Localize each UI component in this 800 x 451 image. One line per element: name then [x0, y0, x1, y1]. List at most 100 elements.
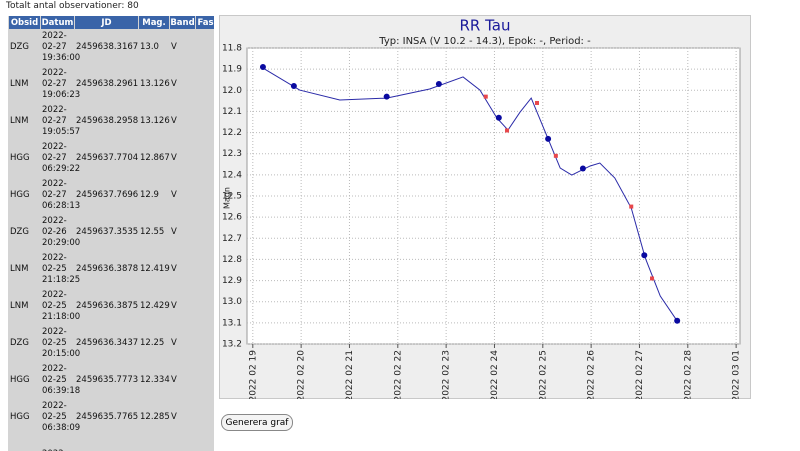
y-tick-label: 11.9: [222, 65, 242, 75]
obsid-cell: HGG: [10, 375, 30, 385]
x-tick-label: 2022 02 20: [297, 350, 307, 399]
mag-cell: 12.334: [140, 375, 170, 385]
y-axis-label: Magn: [223, 187, 232, 209]
datum-cell: 2022- 02-27 19:05:57: [41, 103, 81, 140]
jd-cell: 2459637.7696: [76, 190, 139, 200]
mag-cell: 12.9: [140, 190, 159, 200]
datum-line: 21:18:00: [42, 312, 81, 322]
column-header: Band: [170, 16, 195, 29]
fas-cell: [196, 214, 214, 251]
jd-cell: 2459636.3875: [76, 301, 139, 311]
band-cell: V: [171, 79, 177, 89]
obsid-cell: LNM: [10, 301, 29, 311]
jd-cell: 2459636.3878: [76, 264, 139, 274]
table-row: 2022-: [9, 436, 214, 451]
datum-line: 19:36:00: [42, 53, 81, 63]
obsid-cell: LNM: [10, 264, 29, 274]
obsid-cell: [9, 436, 40, 451]
datum-line: 02-25: [42, 264, 67, 274]
datum-line: 02-27: [42, 42, 67, 52]
fas-cell: [196, 140, 214, 177]
table-row: DZG 2022- 02-26 20:29:00 2459637.3535 12.55 V: [9, 214, 214, 251]
x-tick-label: 2022 03 01: [732, 350, 742, 399]
fas-cell: [196, 29, 214, 66]
observation-point: [579, 165, 586, 172]
datum-line: 02-25: [42, 338, 67, 348]
observation-point: [435, 80, 442, 87]
observation-point: [259, 64, 266, 71]
obsid-cell: DZG: [10, 227, 29, 237]
datum-line: 06:38:09: [42, 423, 81, 433]
datum-line: 06:28:13: [42, 201, 81, 211]
x-tick-label: 2022 02 19: [248, 350, 258, 399]
generate-graph-button[interactable]: Generera graf: [221, 414, 293, 431]
fas-cell: [196, 399, 214, 436]
jd-cell: 2459637.3535: [76, 227, 139, 237]
jd-cell: 2459638.3167: [76, 42, 139, 52]
table-row: HGG 2022- 02-27 06:28:13 2459637.7696 12.9 V: [9, 177, 214, 214]
y-tick-label: 12.5: [222, 192, 242, 202]
chart-title: RR Tau: [460, 17, 511, 35]
datum-line: 2022-: [42, 401, 67, 411]
datum-cell: 2022- 02-25 06:39:18: [41, 362, 81, 399]
fas-cell: [196, 251, 214, 288]
mag-cell: 13.126: [140, 79, 170, 89]
obsid-cell: HGG: [10, 412, 30, 422]
datum-line: 2022-: [42, 68, 67, 78]
datum-cell: 2022-: [41, 436, 74, 451]
observation-point: [545, 135, 552, 142]
fas-cell: [196, 66, 214, 103]
observation-table: Obsid Datum JD Mag. Band Fas DZG 2022- 02-27 19:…: [8, 16, 214, 451]
datum-cell: 2022- 02-26 20:29:00: [41, 214, 81, 251]
mag-cell: 12.419: [140, 264, 170, 274]
mag-cell: 12.55: [140, 227, 165, 237]
x-tick-label: 2022 02 28: [683, 350, 693, 399]
y-tick-label: 12.3: [222, 149, 242, 159]
mag-cell: 12.867: [140, 153, 170, 163]
datum-line: 2022-: [42, 179, 67, 189]
datum-line: 19:05:57: [42, 127, 81, 137]
observation-point: [383, 93, 390, 100]
table-row: DZG 2022- 02-25 20:15:00 2459636.3437 12.25 V: [9, 325, 214, 362]
mag-cell: 12.25: [140, 338, 165, 348]
datum-line: 06:39:18: [42, 386, 81, 396]
chart-subtitle: Typ: INSA (V 10.2 - 14.3), Epok: -, Peri…: [378, 36, 591, 47]
datum-line: 20:15:00: [42, 349, 81, 359]
x-tick-label: 2022 02 21: [345, 350, 355, 399]
fas-cell: [196, 288, 214, 325]
chart: RR Tau Typ: INSA (V 10.2 - 14.3), Epok: …: [219, 15, 751, 399]
jd-cell: 2459638.2958: [76, 116, 139, 126]
band-cell: V: [171, 301, 177, 311]
datum-cell: 2022- 02-27 19:06:23: [41, 66, 80, 103]
datum-line: 2022-: [42, 364, 67, 374]
x-tick-label: 2022 02 26: [587, 350, 597, 399]
x-tick-label: 2022 02 24: [490, 350, 500, 399]
datum-line: 20:29:00: [42, 238, 81, 248]
obsid-cell: HGG: [10, 153, 30, 163]
datum-line: 2022-: [42, 290, 67, 300]
datum-line: 2022-: [42, 327, 67, 337]
band-cell: V: [171, 42, 177, 52]
column-header: JD: [75, 16, 138, 29]
band-cell: V: [171, 412, 177, 422]
x-tick-label: 2022 02 27: [635, 350, 645, 399]
datum-cell: 2022- 02-27 06:28:13: [41, 177, 81, 214]
band-cell: V: [171, 227, 177, 237]
column-header: Obsid: [9, 16, 40, 29]
obsid-cell: LNM: [10, 79, 29, 89]
y-tick-label: 13.2: [222, 340, 242, 350]
y-tick-label: 13.0: [222, 297, 242, 307]
datum-line: 02-27: [42, 116, 67, 126]
mag-cell: [139, 436, 169, 451]
observation-point: [495, 114, 502, 121]
datum-line: 02-26: [42, 227, 67, 237]
datum-line: 2022-: [42, 142, 67, 152]
datum-line: 2022-: [42, 216, 67, 226]
fas-cell: [196, 177, 214, 214]
table-row: HGG 2022- 02-27 06:29:22 2459637.7704 12.867 V: [9, 140, 214, 177]
datum-cell: 2022- 02-27 06:29:22: [41, 140, 80, 177]
fas-cell: [196, 436, 214, 451]
fas-cell: [196, 325, 214, 362]
y-tick-label: 12.0: [222, 86, 242, 96]
